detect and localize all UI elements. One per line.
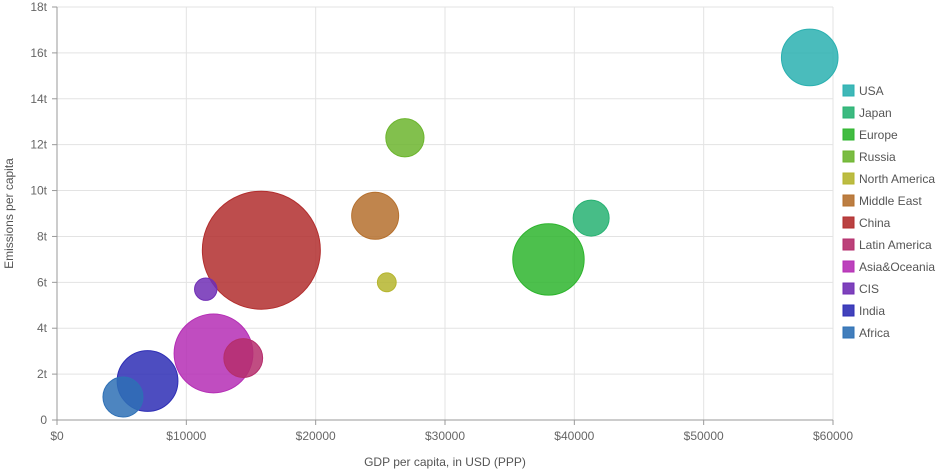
x-tick-label: $60000 bbox=[813, 429, 853, 443]
legend-label: Asia&Oceania bbox=[859, 260, 935, 274]
bubble-africa[interactable] bbox=[102, 376, 144, 418]
legend-item-africa[interactable]: Africa bbox=[842, 326, 890, 340]
legend-item-usa[interactable]: USA bbox=[842, 84, 884, 98]
bubbles bbox=[102, 28, 839, 418]
legend-label: Japan bbox=[859, 106, 892, 120]
bubble-japan[interactable] bbox=[572, 199, 610, 237]
legend-item-north-america[interactable]: North America bbox=[842, 172, 935, 186]
y-tick-label: 14t bbox=[30, 92, 47, 106]
y-tick-label: 12t bbox=[30, 138, 47, 152]
legend-swatch bbox=[842, 238, 855, 251]
legend-item-asia-oceania[interactable]: Asia&Oceania bbox=[842, 260, 935, 274]
legend-swatch bbox=[842, 128, 855, 141]
legend-item-russia[interactable]: Russia bbox=[842, 150, 896, 164]
bubble-north-america[interactable] bbox=[376, 272, 397, 293]
x-tick-label: $50000 bbox=[684, 429, 724, 443]
legend-swatch bbox=[842, 282, 855, 295]
legend-label: Russia bbox=[859, 150, 896, 164]
x-tick-label: $30000 bbox=[425, 429, 465, 443]
y-tick-label: 10t bbox=[30, 184, 47, 198]
legend-item-china[interactable]: China bbox=[842, 216, 891, 230]
legend: USA Japan Europe Russia North America Middle … bbox=[842, 84, 935, 340]
y-tick-label: 0 bbox=[40, 413, 47, 427]
legend-swatch bbox=[842, 326, 855, 339]
y-tick-label: 16t bbox=[30, 46, 47, 60]
x-axis-title: GDP per capita, in USD (PPP) bbox=[364, 455, 526, 469]
legend-label: North America bbox=[859, 172, 935, 186]
legend-swatch bbox=[842, 84, 855, 97]
legend-item-europe[interactable]: Europe bbox=[842, 128, 898, 142]
grid bbox=[56, 6, 834, 421]
bubble-europe[interactable] bbox=[512, 223, 585, 296]
y-tick-label: 4t bbox=[37, 321, 48, 335]
legend-swatch bbox=[842, 194, 855, 207]
legend-swatch bbox=[842, 172, 855, 185]
legend-label: India bbox=[859, 304, 885, 318]
bubble-china[interactable] bbox=[201, 190, 321, 310]
legend-label: Africa bbox=[859, 326, 890, 340]
legend-label: China bbox=[859, 216, 891, 230]
legend-label: Latin America bbox=[859, 238, 932, 252]
y-tick-label: 6t bbox=[37, 275, 48, 289]
legend-label: Europe bbox=[859, 128, 898, 142]
bubble-middle-east[interactable] bbox=[351, 191, 400, 240]
bubble-cis[interactable] bbox=[194, 277, 218, 301]
y-tick-label: 8t bbox=[37, 229, 48, 243]
x-tick-label: $10000 bbox=[166, 429, 206, 443]
x-tick-label: $20000 bbox=[296, 429, 336, 443]
bubble-russia[interactable] bbox=[385, 118, 425, 158]
axes: $0 $10000 $20000 $30000 $40000 $50000 $60000 0 2… bbox=[30, 0, 853, 443]
legend-item-japan[interactable]: Japan bbox=[842, 106, 892, 120]
x-tick-label: $0 bbox=[50, 429, 64, 443]
x-tick-label: $40000 bbox=[554, 429, 594, 443]
legend-label: CIS bbox=[859, 282, 879, 296]
legend-swatch bbox=[842, 216, 855, 229]
y-tick-label: 18t bbox=[30, 0, 47, 14]
legend-label: USA bbox=[859, 84, 884, 98]
legend-item-latin-america[interactable]: Latin America bbox=[842, 238, 932, 252]
bubble-latin-america[interactable] bbox=[223, 338, 264, 378]
y-axis-title: Emissions per capita bbox=[2, 158, 16, 269]
legend-label: Middle East bbox=[859, 194, 922, 208]
legend-item-cis[interactable]: CIS bbox=[842, 282, 879, 296]
legend-swatch bbox=[842, 304, 855, 317]
legend-swatch bbox=[842, 150, 855, 163]
legend-item-middle-east[interactable]: Middle East bbox=[842, 194, 922, 208]
y-tick-label: 2t bbox=[37, 367, 48, 381]
legend-swatch bbox=[842, 106, 855, 119]
legend-item-india[interactable]: India bbox=[842, 304, 885, 318]
legend-swatch bbox=[842, 260, 855, 273]
bubble-usa[interactable] bbox=[780, 28, 839, 87]
